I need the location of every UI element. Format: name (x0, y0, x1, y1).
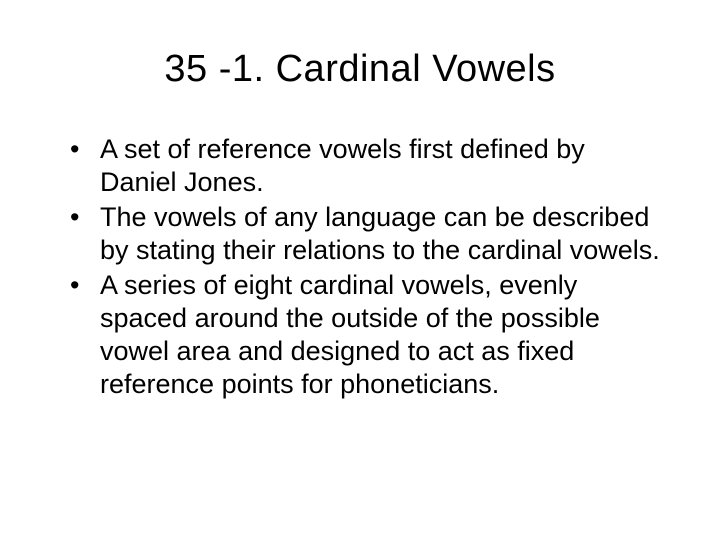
list-item: The vowels of any language can be descri… (64, 201, 664, 267)
slide-title: 35 -1. Cardinal Vowels (56, 48, 664, 91)
list-item: A set of reference vowels first defined … (64, 133, 664, 199)
slide-container: 35 -1. Cardinal Vowels A set of referenc… (0, 0, 720, 540)
slide-content: A set of reference vowels first defined … (56, 133, 664, 401)
bullet-list: A set of reference vowels first defined … (64, 133, 664, 401)
list-item: A series of eight cardinal vowels, evenl… (64, 269, 664, 401)
